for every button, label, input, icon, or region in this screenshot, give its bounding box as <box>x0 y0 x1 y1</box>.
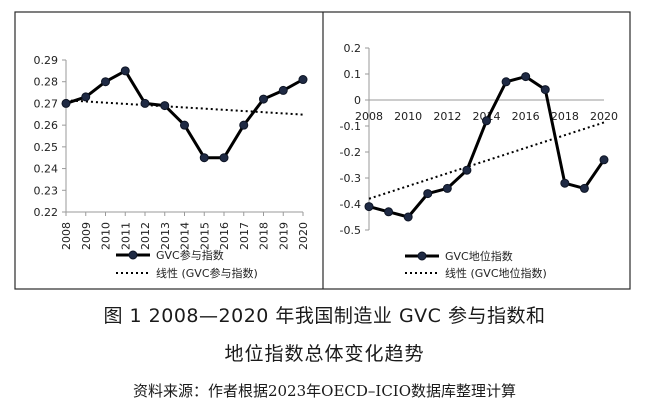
data-point <box>101 77 110 87</box>
x-tick-label: 2020 <box>590 110 618 123</box>
chart-gvc-position: -0.5 -0.4 -0.3 -0.2 -0.1 0 0.1 0.2 2008 2010 2012 2… <box>340 42 618 280</box>
x-tick-label: 2012 <box>433 110 461 123</box>
data-point <box>219 153 229 163</box>
data-point <box>140 98 150 108</box>
y-tick-label: -0.3 <box>340 172 361 185</box>
x-tick-label: 2010 <box>100 222 113 250</box>
data-point <box>120 66 130 76</box>
y-tick-label: 0.25 <box>34 141 59 154</box>
data-point <box>160 101 170 111</box>
figure-source-note: 资料来源：作者根据2023年OECD–ICIO数据库整理计算 <box>132 382 517 400</box>
x-tick-label: 2018 <box>551 110 579 123</box>
data-point <box>579 183 589 193</box>
y-tick-label: 0.22 <box>34 206 59 219</box>
data-point <box>278 85 288 95</box>
y-tick-label: 0.1 <box>344 68 362 81</box>
x-tick-label: 2008 <box>60 222 73 250</box>
x-tick-label: 2014 <box>179 222 192 250</box>
y-tick-label: -0.2 <box>340 146 361 159</box>
legend-trend-label: 线性 (GVC参与指数) <box>156 266 258 280</box>
legend-trend-label: 线性 (GVC地位指数) <box>445 266 547 280</box>
x-tick-label: 2017 <box>238 222 251 250</box>
x-tick-label: 2010 <box>394 110 422 123</box>
y-tick-label: -0.4 <box>340 198 361 211</box>
data-point <box>384 207 394 217</box>
series-line <box>368 75 606 219</box>
data-point <box>482 116 491 126</box>
x-tick-label: 2018 <box>258 222 271 250</box>
legend-series-label: GVC参与指数 <box>156 248 224 262</box>
x-tick-label: 2019 <box>277 222 290 250</box>
y-tick-label: 0.29 <box>34 54 59 67</box>
x-tick-label: 2020 <box>297 222 310 250</box>
y-tick-label: 0.28 <box>34 76 59 89</box>
chart-gvc-participation: 0.22 0.23 0.24 0.25 0.26 0.27 0.28 0.29 2008 2009… <box>34 54 311 280</box>
data-point <box>298 75 308 85</box>
data-point <box>259 94 268 104</box>
y-tick-label: 0.27 <box>34 97 59 110</box>
data-point <box>423 189 433 199</box>
data-point <box>540 85 550 95</box>
data-point <box>199 153 209 163</box>
x-tick-label: 2015 <box>198 222 211 250</box>
x-tick-label: 2012 <box>139 222 152 250</box>
y-tick-label: 0.23 <box>34 184 59 197</box>
x-tick-label: 2016 <box>512 110 540 123</box>
data-point <box>599 155 609 165</box>
x-tick-label: 2009 <box>80 222 93 250</box>
x-tick-label: 2016 <box>218 222 231 250</box>
trendline <box>65 99 304 116</box>
data-point <box>521 72 531 82</box>
x-tick-label: 2013 <box>159 222 172 250</box>
data-point <box>239 120 249 130</box>
data-point <box>81 92 91 102</box>
data-point <box>364 202 374 212</box>
figure-caption-line-2: 地位指数总体变化趋势 <box>224 343 425 365</box>
trendline <box>368 121 605 200</box>
y-tick-label: 0.26 <box>34 119 59 132</box>
legend-series-marker <box>128 250 138 260</box>
x-tick-label: 2011 <box>119 222 132 250</box>
data-point <box>180 120 189 130</box>
data-point <box>462 165 472 175</box>
x-tick-label: 2008 <box>355 110 383 123</box>
y-tick-label: 0 <box>354 94 361 107</box>
y-tick-label: 0.2 <box>344 42 362 55</box>
legend-series-marker <box>417 251 427 261</box>
y-tick-label: -0.5 <box>340 224 361 237</box>
data-point <box>403 212 413 222</box>
legend-series-label: GVC地位指数 <box>445 249 513 263</box>
series-line <box>65 69 304 160</box>
y-tick-label: -0.1 <box>340 120 361 133</box>
y-tick-label: 0.24 <box>34 163 59 176</box>
data-point <box>501 77 511 87</box>
figure-caption-line-1: 图 1 2008—2020 年我国制造业 GVC 参与指数和 <box>103 305 546 327</box>
data-point <box>560 178 570 188</box>
data-point <box>442 183 452 193</box>
data-point <box>61 98 71 108</box>
